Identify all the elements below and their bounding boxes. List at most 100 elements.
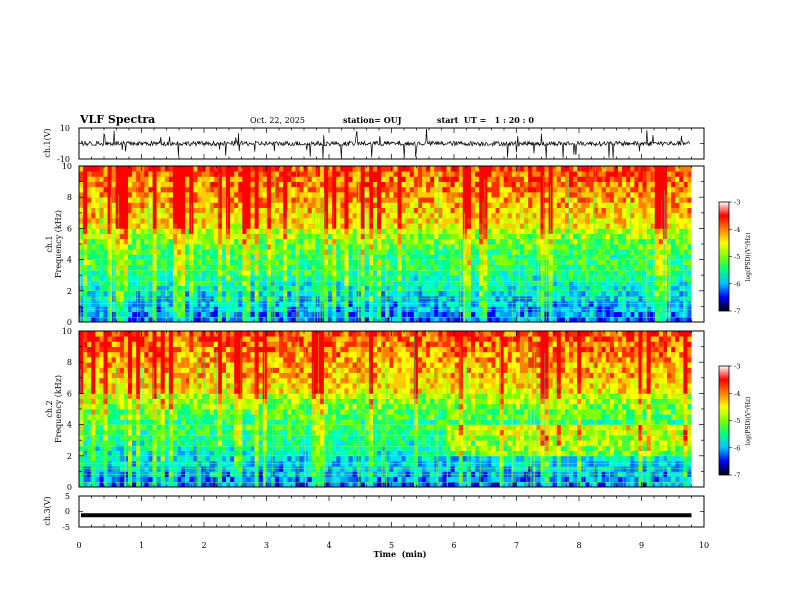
spectrogram-cell [671,207,676,214]
spectrogram-cell [111,166,117,172]
spectrogram-cell [275,233,280,240]
spectrogram-cell [528,223,533,229]
spectrogram-cell [258,171,264,177]
spectrogram-cell [597,316,603,323]
spectrogram-cell [177,254,182,260]
spectrogram-cell [650,254,656,260]
spectrogram-cell [307,264,313,271]
spectrogram-cell [177,264,182,271]
spectrogram-cell [507,280,513,286]
spectrogram-cell [344,244,349,250]
spectrogram-cell [687,254,692,260]
spectrogram-cell [319,197,325,203]
spectrogram-cell [123,316,129,323]
spectrogram-cell [373,176,378,182]
spectrogram-cell [123,228,129,234]
spectrogram-cell [136,233,141,240]
spectrogram-cell [315,270,321,276]
spectrogram-cell [613,249,619,255]
spectrogram-cell [258,181,264,188]
spectrogram-cell [609,228,615,234]
spectrogram-cell [250,233,255,240]
spectrogram-cell [503,176,509,182]
spectrogram-cell [287,238,292,245]
spectrogram-cell [446,306,451,312]
spectrogram-cell [585,233,590,240]
spectrogram-cell [128,202,133,208]
spectrogram-cell [364,264,370,271]
spectrogram-cell [156,270,162,276]
spectrogram-cell [466,306,472,312]
spectrogram-cell [250,197,255,203]
spectrogram-cell [156,311,162,318]
spectrogram-cell [683,254,688,260]
spectrogram-cell [136,223,141,229]
spectrogram-cell [238,228,243,234]
spectrogram-cell [164,176,170,182]
spectrogram-cell [434,233,439,240]
spectrogram-cell [483,270,488,276]
spectrogram-cell [340,212,345,219]
spectrogram-cell [540,192,545,198]
spectrogram-cell [307,192,313,198]
spectrogram-cell [528,249,533,255]
spectrogram-cell [466,207,472,214]
spectrogram-cell [291,202,296,208]
spectrogram-cell [258,192,264,198]
spectrogram-cell [299,212,304,219]
spectrogram-cell [275,192,280,198]
spectrogram-cell [99,186,104,193]
spectrogram-cell [573,233,578,240]
spectrogram-cell [201,212,206,219]
spectrogram-cell [287,233,292,240]
spectrogram-cell [107,166,113,172]
spectrogram-cell [662,192,668,198]
spectrogram-cell [128,176,133,182]
spectrogram-cell [234,197,239,203]
spectrogram-cell [197,259,202,266]
spectrogram-cell [434,311,439,318]
spectrogram-cell [679,259,684,266]
spectrogram-cell [79,285,84,292]
ch1-waveform-ticks [78,127,705,160]
spectrogram-cell [540,218,545,224]
spectrogram-cell [483,207,488,214]
spectrogram-cell [577,238,582,245]
spectrogram-cell [123,171,129,177]
spectrogram-cell [560,197,566,203]
spectrogram-cell [270,181,276,188]
spectrogram-cell [172,228,178,234]
spectrogram-cell [270,233,276,240]
spectrogram-cell [209,197,215,203]
spectrogram-cell [152,270,157,276]
spectrogram-cell [279,197,284,203]
spectrogram-cell [181,244,186,250]
spectrogram-cell [613,223,619,229]
spectrogram-cell [381,212,386,219]
spectrogram-cell [91,367,96,373]
spectrogram-cell [442,275,447,281]
spectrogram-cell [679,207,684,214]
spectrogram-cell [132,290,137,297]
spectrogram-cell [107,270,113,276]
spectrogram-cell [385,176,390,182]
spectrogram-cell [413,181,419,188]
spectrogram-cell [270,244,276,250]
spectrogram-cell [413,264,419,271]
spectrogram-cell [119,238,125,245]
spectrogram-cell [144,228,149,234]
spectrogram-cell [662,186,668,193]
spectrogram-cell [115,171,121,177]
spectrogram-cell [209,181,215,188]
spectrogram-cell [258,186,264,193]
spectrogram-cell [642,311,647,318]
spectrogram-cell [79,455,84,462]
spectrogram-cell [589,259,594,266]
spectrogram-cell [352,259,358,266]
spectrogram-cell [172,280,178,286]
spectrogram-cell [454,218,460,224]
spectrogram-cell [79,450,84,457]
spectrogram-cell [507,181,513,188]
spectrogram-cell [307,233,313,240]
spectrogram-cell [569,316,574,323]
